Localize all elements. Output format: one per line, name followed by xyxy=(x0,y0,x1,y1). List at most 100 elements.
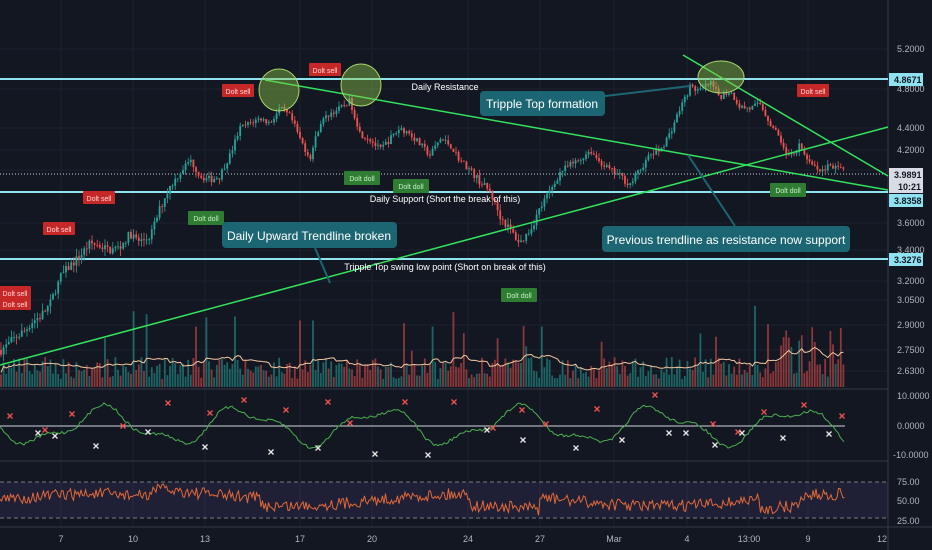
candle-body xyxy=(538,208,541,215)
daily-upward-trendline[interactable] xyxy=(0,126,889,366)
volume-bar xyxy=(782,337,785,387)
volume-bar xyxy=(491,362,494,387)
volume-bar xyxy=(759,372,762,387)
volume-bar xyxy=(28,371,31,387)
volume-bar xyxy=(202,361,205,387)
volume-bar xyxy=(642,361,645,387)
candle-body xyxy=(673,122,676,132)
volume-bar xyxy=(291,378,294,387)
candle-body xyxy=(226,163,229,169)
candle-body xyxy=(236,136,239,140)
volume-bar xyxy=(52,373,54,387)
candle-body xyxy=(2,347,5,355)
price-axis[interactable]: 5.2000 4.8000 4.4000 4.2000 3.6000 3.400… xyxy=(889,44,925,376)
volume-bar xyxy=(689,368,691,387)
volume-bar xyxy=(600,341,603,387)
volume-bar xyxy=(143,371,145,387)
candle-body xyxy=(624,175,626,184)
volume-bar xyxy=(738,358,741,387)
candle-body xyxy=(483,183,486,185)
volume-bar xyxy=(483,373,486,387)
candle-body xyxy=(834,165,837,169)
candle-body xyxy=(252,122,255,124)
candle-body xyxy=(78,256,80,260)
volume-bar xyxy=(293,366,296,387)
descending-trendline[interactable] xyxy=(264,79,889,191)
candle-body xyxy=(7,342,10,345)
volume-bar xyxy=(249,370,252,387)
volume-bar xyxy=(637,376,639,387)
buy-signal-text: Dolt doll xyxy=(506,293,532,300)
candle-body xyxy=(62,272,65,274)
sell-signal-tag xyxy=(0,286,31,299)
candle-body xyxy=(686,95,689,97)
volume-bar xyxy=(93,367,96,387)
trend-broken-callout[interactable] xyxy=(222,222,397,248)
candle-body xyxy=(140,239,143,241)
candle-body xyxy=(239,125,242,136)
volume-bar xyxy=(195,326,197,387)
volume-bar xyxy=(468,378,470,387)
volume-bar xyxy=(423,358,426,387)
candle-body xyxy=(468,168,470,170)
volume-bar xyxy=(127,372,130,387)
volume-bar xyxy=(665,357,668,387)
volume-bar xyxy=(683,376,686,387)
volume-bar xyxy=(49,359,52,387)
volume-bar xyxy=(486,373,489,387)
candle-body xyxy=(816,165,819,170)
volume-bar xyxy=(634,358,637,387)
time-axis[interactable]: 7 10 13 17 20 24 27 Mar 4 13:00 9 12 xyxy=(58,534,887,544)
volume-bar xyxy=(405,363,408,387)
candle-body xyxy=(777,130,780,136)
volume-bar xyxy=(283,373,286,387)
resistance-price-tag xyxy=(889,73,923,86)
triple-top-callout[interactable] xyxy=(480,91,605,116)
oscillator-axis[interactable]: 10.0000 0.0000 -10.0000 xyxy=(893,391,930,460)
candle-body xyxy=(408,131,411,134)
volume-bar xyxy=(72,378,75,387)
candle-body xyxy=(382,144,385,147)
candle-body xyxy=(213,178,216,183)
candle-body xyxy=(808,159,811,162)
candle-body xyxy=(618,173,621,174)
triple-top-trendline[interactable] xyxy=(682,54,889,177)
time-tick: 10 xyxy=(128,534,138,544)
candle-body xyxy=(616,173,619,175)
osc-cross-mark xyxy=(710,421,716,427)
prev-trendline-callout[interactable] xyxy=(602,226,850,252)
candle-body xyxy=(717,88,720,96)
osc-tick: -10.0000 xyxy=(893,450,929,460)
candle-body xyxy=(366,138,369,140)
volume-bar xyxy=(148,376,151,387)
candle-body xyxy=(543,198,546,207)
osc-cross-mark xyxy=(372,451,378,457)
volume-bar xyxy=(39,371,41,387)
volume-bar xyxy=(470,374,473,387)
volume-bar xyxy=(574,364,577,387)
volume-bar xyxy=(668,374,671,387)
candle-body xyxy=(390,135,392,144)
volume-bar xyxy=(525,346,528,387)
volume-bar xyxy=(790,346,793,387)
osc-cross-mark xyxy=(315,445,321,451)
rsi-axis[interactable]: 75.00 50.00 25.00 xyxy=(897,477,920,526)
candle-body xyxy=(540,206,543,209)
buy-signal-text: Dolt doll xyxy=(349,176,375,183)
candle-body xyxy=(470,168,473,170)
candle-body xyxy=(109,246,112,254)
volume-bar xyxy=(301,369,304,387)
candle-body xyxy=(637,170,639,174)
volume-bar xyxy=(767,324,769,387)
volume-bar xyxy=(761,377,764,387)
volume-bar xyxy=(184,376,187,387)
support-price-tag xyxy=(889,194,923,207)
osc-cross-mark xyxy=(666,430,672,436)
volume-bar xyxy=(590,365,593,387)
candle-body xyxy=(46,306,49,312)
volume-bar xyxy=(756,364,759,387)
volume-bar xyxy=(226,362,229,387)
candle-body xyxy=(59,273,62,282)
volume-bar xyxy=(657,378,660,387)
